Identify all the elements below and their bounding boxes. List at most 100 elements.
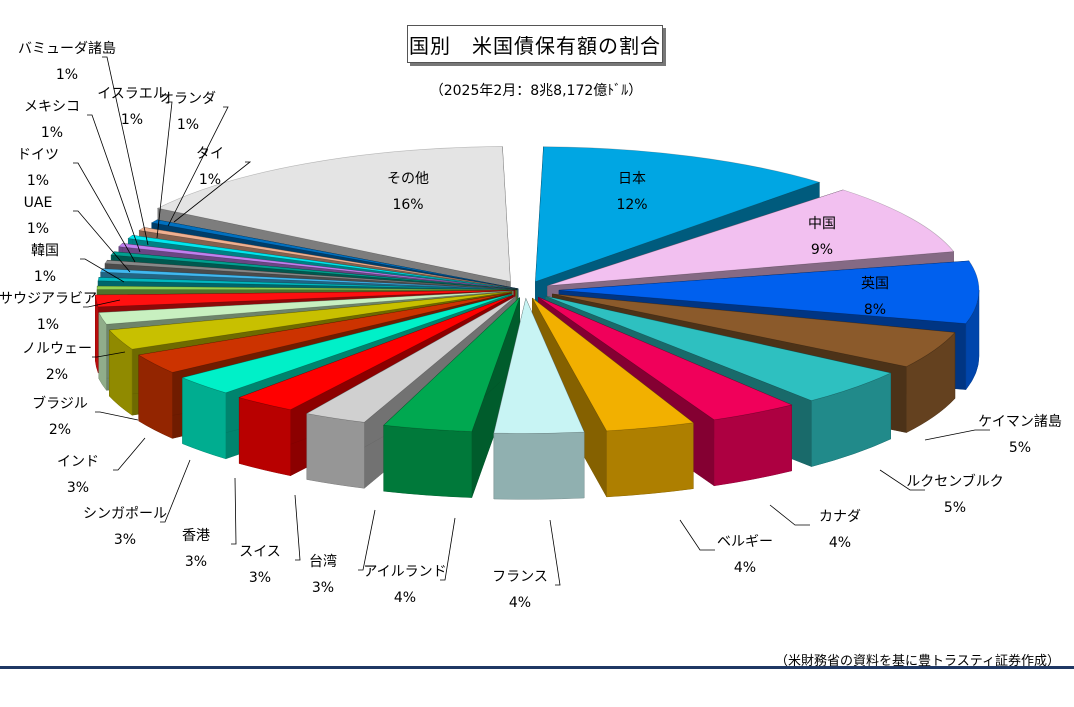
slice-value-label: 3% (185, 554, 207, 570)
slice-value-label: 2% (49, 422, 71, 438)
leader-line (80, 258, 125, 283)
slice-value-label: 12% (616, 197, 647, 213)
slice-label: ケイマン諸島 (978, 414, 1062, 430)
slice-label: スイス (239, 544, 281, 560)
slice-label: 英国 (861, 275, 889, 292)
pie-slice (547, 189, 955, 287)
slice-outer-face (306, 413, 365, 489)
pie-slice (305, 296, 516, 423)
pie-slice (97, 277, 518, 291)
source-note: （米財務省の資料を基に豊トラスティ証券作成） (775, 654, 1060, 669)
leader-line (440, 517, 456, 581)
slice-labels: 日本 12% 中国 9% 英国 8% ケイマン諸島 5% ルクセンブルク 5% カナダ 4% ベルギー 4… (0, 41, 1062, 611)
chart-title: 国別 米国債保有額の割合 (407, 25, 663, 63)
pie-slice (127, 234, 518, 290)
bottom-divider (0, 666, 1074, 669)
slice-label: 台湾 (309, 553, 337, 570)
slice-value-label: 1% (27, 173, 49, 189)
pie-slice (545, 295, 892, 401)
slice-label: ルクセンブルク (906, 473, 1004, 490)
chart-subtitle: （2025年2月：8兆8,172億ﾄﾞﾙ） (429, 83, 643, 99)
slice-value-label: 1% (27, 221, 49, 237)
slice-value-label: 16% (392, 197, 423, 213)
slice-value-label: 5% (1009, 440, 1031, 456)
pie-slice (118, 243, 518, 290)
slice-value-label: 3% (312, 580, 334, 596)
leader-lines (73, 56, 990, 586)
slice-outer-face (383, 424, 473, 498)
slice-label: 中国 (808, 216, 836, 232)
leader-line (167, 106, 229, 227)
slice-label: ブラジル (32, 395, 88, 412)
slice-label: サウジアラビア (0, 291, 97, 307)
leader-line (102, 56, 149, 246)
pie-slice (181, 293, 512, 394)
pie-slice (137, 292, 512, 373)
slice-value-label: 3% (249, 570, 271, 586)
slice-outer-face (493, 431, 585, 500)
slice-value-label: 2% (46, 367, 68, 383)
slice-label: シンガポール (83, 506, 167, 522)
slice-label: アイルランド (363, 564, 446, 580)
slice-label: カナダ (819, 509, 861, 525)
pie-slice (238, 294, 514, 411)
slice-value-label: 3% (67, 480, 89, 496)
pie-slice (156, 146, 511, 282)
leader-line (879, 469, 925, 491)
slice-value-label: 1% (56, 67, 78, 83)
slice-label: ドイツ (17, 147, 59, 163)
slice-value-label: 4% (394, 590, 416, 606)
pie-slice (94, 290, 516, 308)
slice-value-label: 4% (734, 560, 756, 576)
pie-slice (383, 297, 520, 432)
leader-line (73, 210, 131, 273)
slice-value-label: 4% (509, 595, 531, 611)
slice-label: タイ (196, 146, 224, 162)
pie-slice (558, 260, 980, 324)
leader-line (87, 114, 141, 253)
leader-line (549, 519, 561, 586)
pie-slice (98, 290, 514, 325)
leader-line (294, 494, 301, 561)
slice-label: バミューダ諸島 (18, 41, 116, 57)
slice-value-label: 4% (829, 535, 851, 551)
pie-slice (110, 251, 518, 290)
pie-slice (532, 297, 695, 432)
slice-value-label: 1% (34, 269, 56, 285)
leader-line (924, 429, 990, 441)
slice-value-label: 1% (37, 317, 59, 333)
leader-line (113, 437, 146, 471)
slice-value-label: 8% (864, 302, 886, 318)
pie-slice (493, 297, 585, 434)
slice-label: ベルギー (717, 534, 773, 550)
slice-label: オランダ (160, 91, 216, 107)
slice-label: ノルウェー (22, 341, 92, 357)
leader-line (679, 519, 715, 551)
slice-value-label: 1% (177, 117, 199, 133)
pie-tops (94, 146, 980, 434)
pie-slice (538, 296, 793, 421)
slice-outer-face (606, 422, 694, 498)
slice-label: 香港 (182, 528, 210, 544)
pie-slice (104, 259, 518, 290)
pie-slice (150, 219, 519, 289)
leader-line (358, 509, 376, 571)
slice-label: メキシコ (24, 99, 80, 115)
leader-line (92, 351, 126, 358)
slice-value-label: 5% (944, 500, 966, 516)
slice-value-label: 9% (811, 242, 833, 258)
slice-value-label: 1% (121, 112, 143, 128)
leader-line (231, 477, 237, 545)
leader-line (173, 161, 252, 223)
slice-value-label: 3% (114, 532, 136, 548)
slice-label: 韓国 (31, 243, 59, 259)
leader-line (160, 459, 191, 523)
pie-slice (552, 293, 956, 367)
slice-value-label: 1% (199, 172, 221, 188)
slice-outer-face (238, 397, 291, 477)
leader-line (83, 299, 121, 308)
pie-slice (535, 146, 821, 283)
slice-label: 日本 (618, 171, 646, 187)
slice-label: イスラエル (97, 86, 167, 102)
